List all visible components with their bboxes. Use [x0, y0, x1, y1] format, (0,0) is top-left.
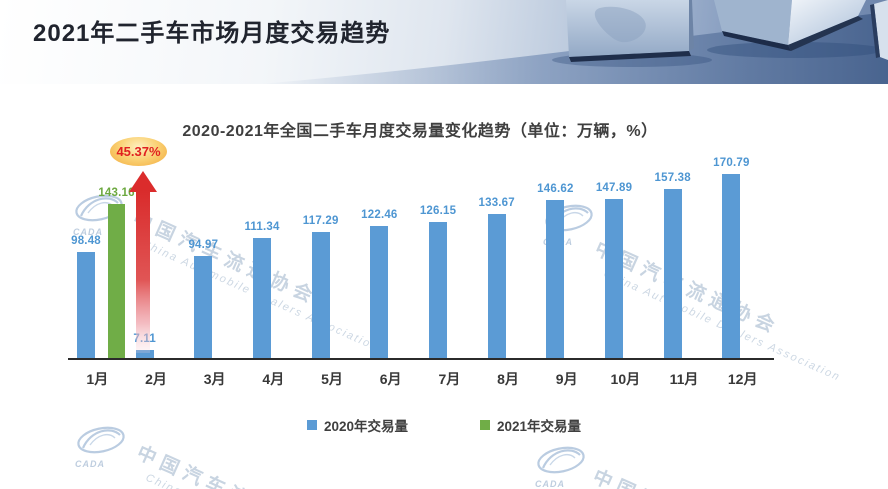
axis-category-label: 5月 [321, 371, 343, 387]
bar-value-label: 126.15 [419, 205, 457, 217]
bar-value-label: 98.48 [71, 235, 101, 247]
bar-value-label: 157.38 [654, 172, 691, 184]
bar-value-label: 146.62 [537, 183, 574, 195]
axis-category-label: 11月 [669, 371, 699, 387]
chart-title: 2020-2021年全国二手车月度交易量变化趋势（单位：万辆，%） [182, 123, 658, 140]
bar-value-label: 170.79 [713, 157, 750, 169]
bar-2020年交易量-11月 [663, 189, 682, 358]
bar-2021年交易量-1月 [108, 204, 125, 358]
axis-category-label: 8月 [497, 371, 519, 387]
bar-2020年交易量-12月 [722, 174, 741, 358]
bar-value-label: 94.97 [188, 239, 219, 251]
page-title: 2021年二手车市场月度交易趋势 [33, 20, 391, 47]
axis-category-label: 12月 [727, 371, 758, 387]
bar-value-label: 122.46 [361, 209, 398, 221]
bar-value-label: 147.89 [595, 182, 633, 194]
bar-value-label: 133.67 [478, 197, 515, 209]
axis-category-label: 3月 [203, 371, 226, 387]
bar-2020年交易量-4月 [253, 238, 271, 358]
axis-category-label: 4月 [262, 371, 285, 387]
x-axis-line [68, 358, 774, 360]
legend-label: 2021年交易量 [497, 419, 582, 434]
bar-2020年交易量-7月 [429, 222, 448, 358]
legend-item: 2020年交易量 [306, 415, 408, 435]
bar-2020年交易量-10月 [605, 199, 624, 358]
bar-2020年交易量-3月 [194, 256, 213, 358]
legend-label: 2020年交易量 [323, 419, 408, 434]
axis-category-label: 6月 [379, 371, 402, 387]
bar-2020年交易量-9月 [546, 200, 565, 358]
header-banner: 2021年二手车市场月度交易趋势 [0, 0, 888, 84]
axis-category-label: 10月 [610, 371, 641, 387]
axis-category-label: 1月 [86, 371, 109, 387]
legend-swatch [306, 420, 317, 430]
growth-callout-badge: 45.37% [110, 137, 167, 166]
bar-2020年交易量-1月 [77, 252, 95, 358]
bar-2020年交易量-2月 [135, 350, 154, 358]
chart-legend: 2020年交易量 2021年交易量 [0, 415, 888, 435]
axis-category-label: 7月 [438, 371, 461, 387]
legend-item: 2021年交易量 [480, 415, 581, 435]
bar-2020年交易量-6月 [370, 226, 389, 358]
bar-2020年交易量-8月 [487, 214, 506, 358]
bar-value-label: 117.29 [302, 215, 339, 227]
header-cubes-art [260, 0, 888, 84]
axis-category-label: 9月 [555, 371, 578, 387]
legend-swatch [480, 420, 490, 430]
growth-arrow-icon [129, 171, 157, 353]
axis-category-label: 2月 [145, 371, 167, 387]
bar-value-label: 111.34 [244, 221, 280, 233]
bar-2020年交易量-5月 [311, 232, 330, 358]
